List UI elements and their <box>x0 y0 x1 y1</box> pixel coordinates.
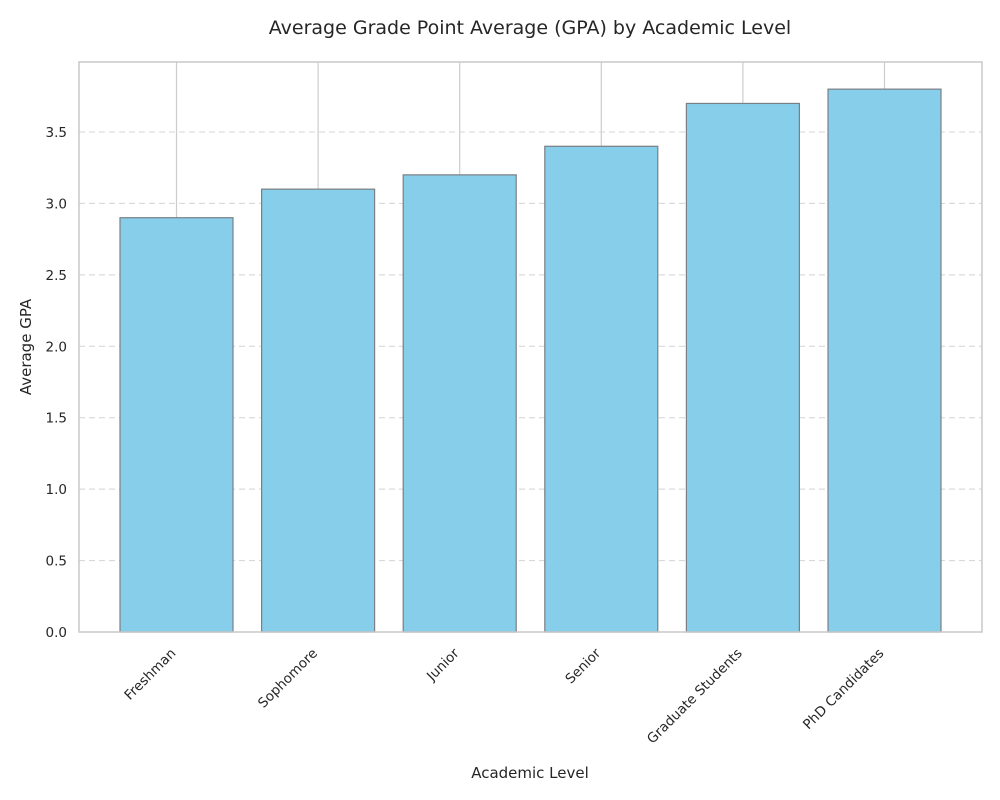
plot-frame <box>78 61 983 633</box>
y-tick-label: 2.0 <box>46 339 67 355</box>
x-axis-label: Academic Level <box>471 764 589 782</box>
y-tick-label: 0.0 <box>46 625 67 641</box>
y-tick-label: 3.5 <box>46 125 67 141</box>
x-tick-label: Graduate Students <box>644 646 746 748</box>
x-tick-label: Sophomore <box>255 646 321 712</box>
x-tick-label: Junior <box>423 645 463 685</box>
y-axis-label: Average GPA <box>17 298 35 395</box>
bar <box>402 174 517 633</box>
x-tick-label: Senior <box>562 645 604 687</box>
x-tick-label: Freshman <box>121 646 179 704</box>
y-axis-ticks: 0.0 0.5 1.0 1.5 2.0 2.5 3.0 3.5 <box>46 125 67 641</box>
chart-title: Average Grade Point Average (GPA) by Aca… <box>269 17 791 39</box>
bar <box>261 188 376 633</box>
bars <box>119 88 942 633</box>
bar <box>544 145 659 633</box>
x-tick-label: PhD Candidates <box>800 646 887 733</box>
y-tick-label: 3.0 <box>46 196 67 212</box>
y-tick-label: 1.5 <box>46 411 67 427</box>
x-axis-ticks: Freshman Sophomore Junior Senior Graduate St… <box>121 645 887 747</box>
y-tick-label: 0.5 <box>46 554 67 570</box>
y-tick-label: 2.5 <box>46 268 67 284</box>
y-tick-label: 1.0 <box>46 482 67 498</box>
bar <box>827 88 942 633</box>
bar <box>119 217 234 633</box>
bar <box>685 102 801 633</box>
